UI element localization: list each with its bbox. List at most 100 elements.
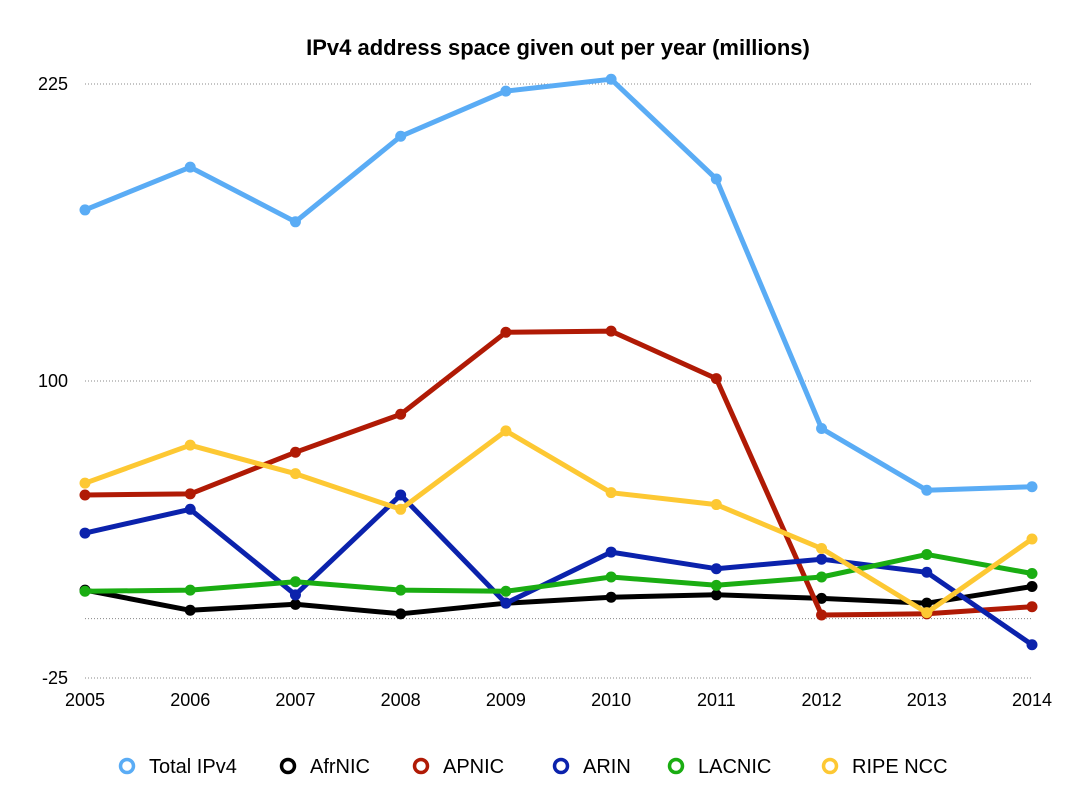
data-point xyxy=(816,423,828,435)
legend-marker xyxy=(118,757,136,775)
data-point xyxy=(1026,639,1038,651)
data-point xyxy=(289,446,301,458)
data-point xyxy=(1026,601,1038,613)
data-point xyxy=(184,604,196,616)
data-point xyxy=(289,589,301,601)
data-point xyxy=(79,585,91,597)
legend-label: ARIN xyxy=(583,756,631,778)
data-point xyxy=(500,585,512,597)
legend-item: ARIN xyxy=(552,756,631,778)
x-tick-label: 2014 xyxy=(1012,690,1052,710)
series-line xyxy=(82,76,1035,493)
data-point xyxy=(184,584,196,596)
x-tick-label: 2010 xyxy=(591,690,631,710)
series-line xyxy=(82,428,1035,616)
legend-marker xyxy=(412,757,430,775)
data-point xyxy=(395,489,407,501)
data-point xyxy=(605,73,617,85)
x-tick-label: 2012 xyxy=(802,690,842,710)
data-point xyxy=(710,563,722,575)
data-point xyxy=(605,591,617,603)
data-point xyxy=(816,571,828,583)
gridlines xyxy=(85,83,1032,679)
legend-marker xyxy=(821,757,839,775)
x-tick-label: 2007 xyxy=(275,690,315,710)
data-point xyxy=(1026,567,1038,579)
data-point xyxy=(79,489,91,501)
legend: Total IPv4 AfrNIC APNIC ARIN LACNIC RIPE NCC xyxy=(118,756,948,778)
legend-marker xyxy=(667,757,685,775)
data-point xyxy=(816,592,828,604)
data-point xyxy=(395,503,407,515)
data-point xyxy=(289,598,301,610)
series-apnic xyxy=(79,325,1038,621)
series-arin xyxy=(79,489,1038,651)
data-point xyxy=(184,503,196,515)
data-point xyxy=(1026,533,1038,545)
series-afrnic xyxy=(79,581,1038,620)
legend-label: Total IPv4 xyxy=(149,756,237,778)
data-point xyxy=(289,468,301,480)
data-point xyxy=(605,546,617,558)
legend-label: AfrNIC xyxy=(310,756,370,778)
data-point xyxy=(605,487,617,499)
data-point xyxy=(79,477,91,489)
x-tick-label: 2009 xyxy=(486,690,526,710)
y-tick-label: 100 xyxy=(38,371,68,391)
legend-label: APNIC xyxy=(443,756,504,778)
data-point xyxy=(710,499,722,511)
data-point xyxy=(79,204,91,216)
data-point xyxy=(500,85,512,97)
y-axis-ticks: 225 100 -25 xyxy=(38,74,68,688)
data-point xyxy=(921,607,933,619)
legend-marker xyxy=(279,757,297,775)
data-point xyxy=(1026,481,1038,493)
data-point xyxy=(921,566,933,578)
data-point xyxy=(395,608,407,620)
series-lines xyxy=(79,73,1038,651)
data-point xyxy=(500,597,512,609)
data-point xyxy=(710,173,722,185)
data-point xyxy=(395,584,407,596)
y-tick-label: -25 xyxy=(42,668,68,688)
data-point xyxy=(921,597,933,609)
data-point xyxy=(500,326,512,338)
series-line xyxy=(82,492,1035,648)
data-point xyxy=(79,527,91,539)
data-point xyxy=(500,425,512,437)
data-point xyxy=(184,161,196,173)
data-point xyxy=(395,408,407,420)
data-point xyxy=(289,576,301,588)
y-tick-label: 225 xyxy=(38,74,68,94)
legend-item: APNIC xyxy=(412,756,504,778)
legend-item: Total IPv4 xyxy=(118,756,237,778)
legend-item: RIPE NCC xyxy=(821,756,948,778)
data-point xyxy=(710,373,722,385)
data-point xyxy=(816,543,828,555)
data-point xyxy=(605,571,617,583)
series-line xyxy=(82,328,1035,618)
data-point xyxy=(816,553,828,565)
x-tick-label: 2011 xyxy=(697,690,736,710)
data-point xyxy=(921,484,933,496)
data-point xyxy=(816,609,828,621)
data-point xyxy=(921,548,933,560)
data-point xyxy=(184,488,196,500)
x-tick-label: 2006 xyxy=(170,690,210,710)
data-point xyxy=(289,216,301,228)
x-axis-ticks: 2005 2006 2007 2008 2009 2010 2011 2012 2013 2014 xyxy=(65,690,1052,710)
chart-title: IPv4 address space given out per year (m… xyxy=(306,35,810,60)
legend-item: LACNIC xyxy=(667,756,771,778)
series-total-ipv4 xyxy=(79,73,1038,496)
series-line xyxy=(82,584,1035,617)
legend-label: RIPE NCC xyxy=(852,756,948,778)
data-point xyxy=(710,589,722,601)
data-point xyxy=(710,579,722,591)
series-line xyxy=(82,551,1035,594)
data-point xyxy=(1026,581,1038,593)
series-ripe-ncc xyxy=(79,425,1038,619)
series-lacnic xyxy=(79,548,1038,597)
legend-item: AfrNIC xyxy=(279,756,370,778)
